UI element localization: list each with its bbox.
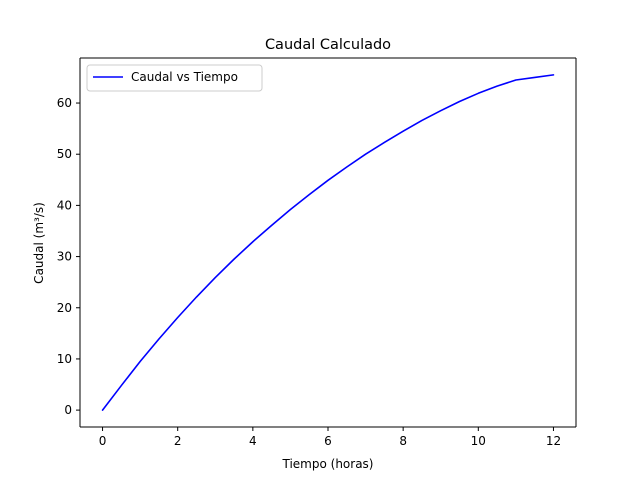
- x-tick-label: 10: [471, 434, 486, 448]
- y-tick-label: 30: [57, 250, 72, 264]
- y-tick-label: 60: [57, 96, 72, 110]
- chart-title: Caudal Calculado: [265, 37, 391, 53]
- x-tick-label: 2: [174, 434, 182, 448]
- y-tick-label: 0: [64, 403, 72, 417]
- series-line: [101, 74, 555, 411]
- legend: Caudal vs Tiempo: [86, 64, 263, 92]
- y-axis-ticks: 0 10 20 30 40 50 60: [57, 96, 80, 417]
- y-tick-label: 40: [57, 198, 72, 212]
- x-tick-label: 6: [324, 434, 332, 448]
- x-tick-label: 4: [249, 434, 257, 448]
- y-axis-label: Caudal (m³/s): [32, 202, 46, 284]
- x-axis-label: Tiempo (horas): [282, 457, 374, 471]
- y-tick-label: 20: [57, 301, 72, 315]
- legend-label: Caudal vs Tiempo: [131, 70, 238, 84]
- legend-box: [86, 64, 263, 92]
- y-tick-label: 50: [57, 147, 72, 161]
- x-tick-label: 12: [546, 434, 561, 448]
- plot-content: [101, 74, 555, 411]
- x-tick-label: 0: [99, 434, 107, 448]
- y-tick-label: 10: [57, 352, 72, 366]
- x-axis-ticks: 0 2 4 6 8 10 12: [99, 427, 561, 448]
- x-tick-label: 8: [399, 434, 407, 448]
